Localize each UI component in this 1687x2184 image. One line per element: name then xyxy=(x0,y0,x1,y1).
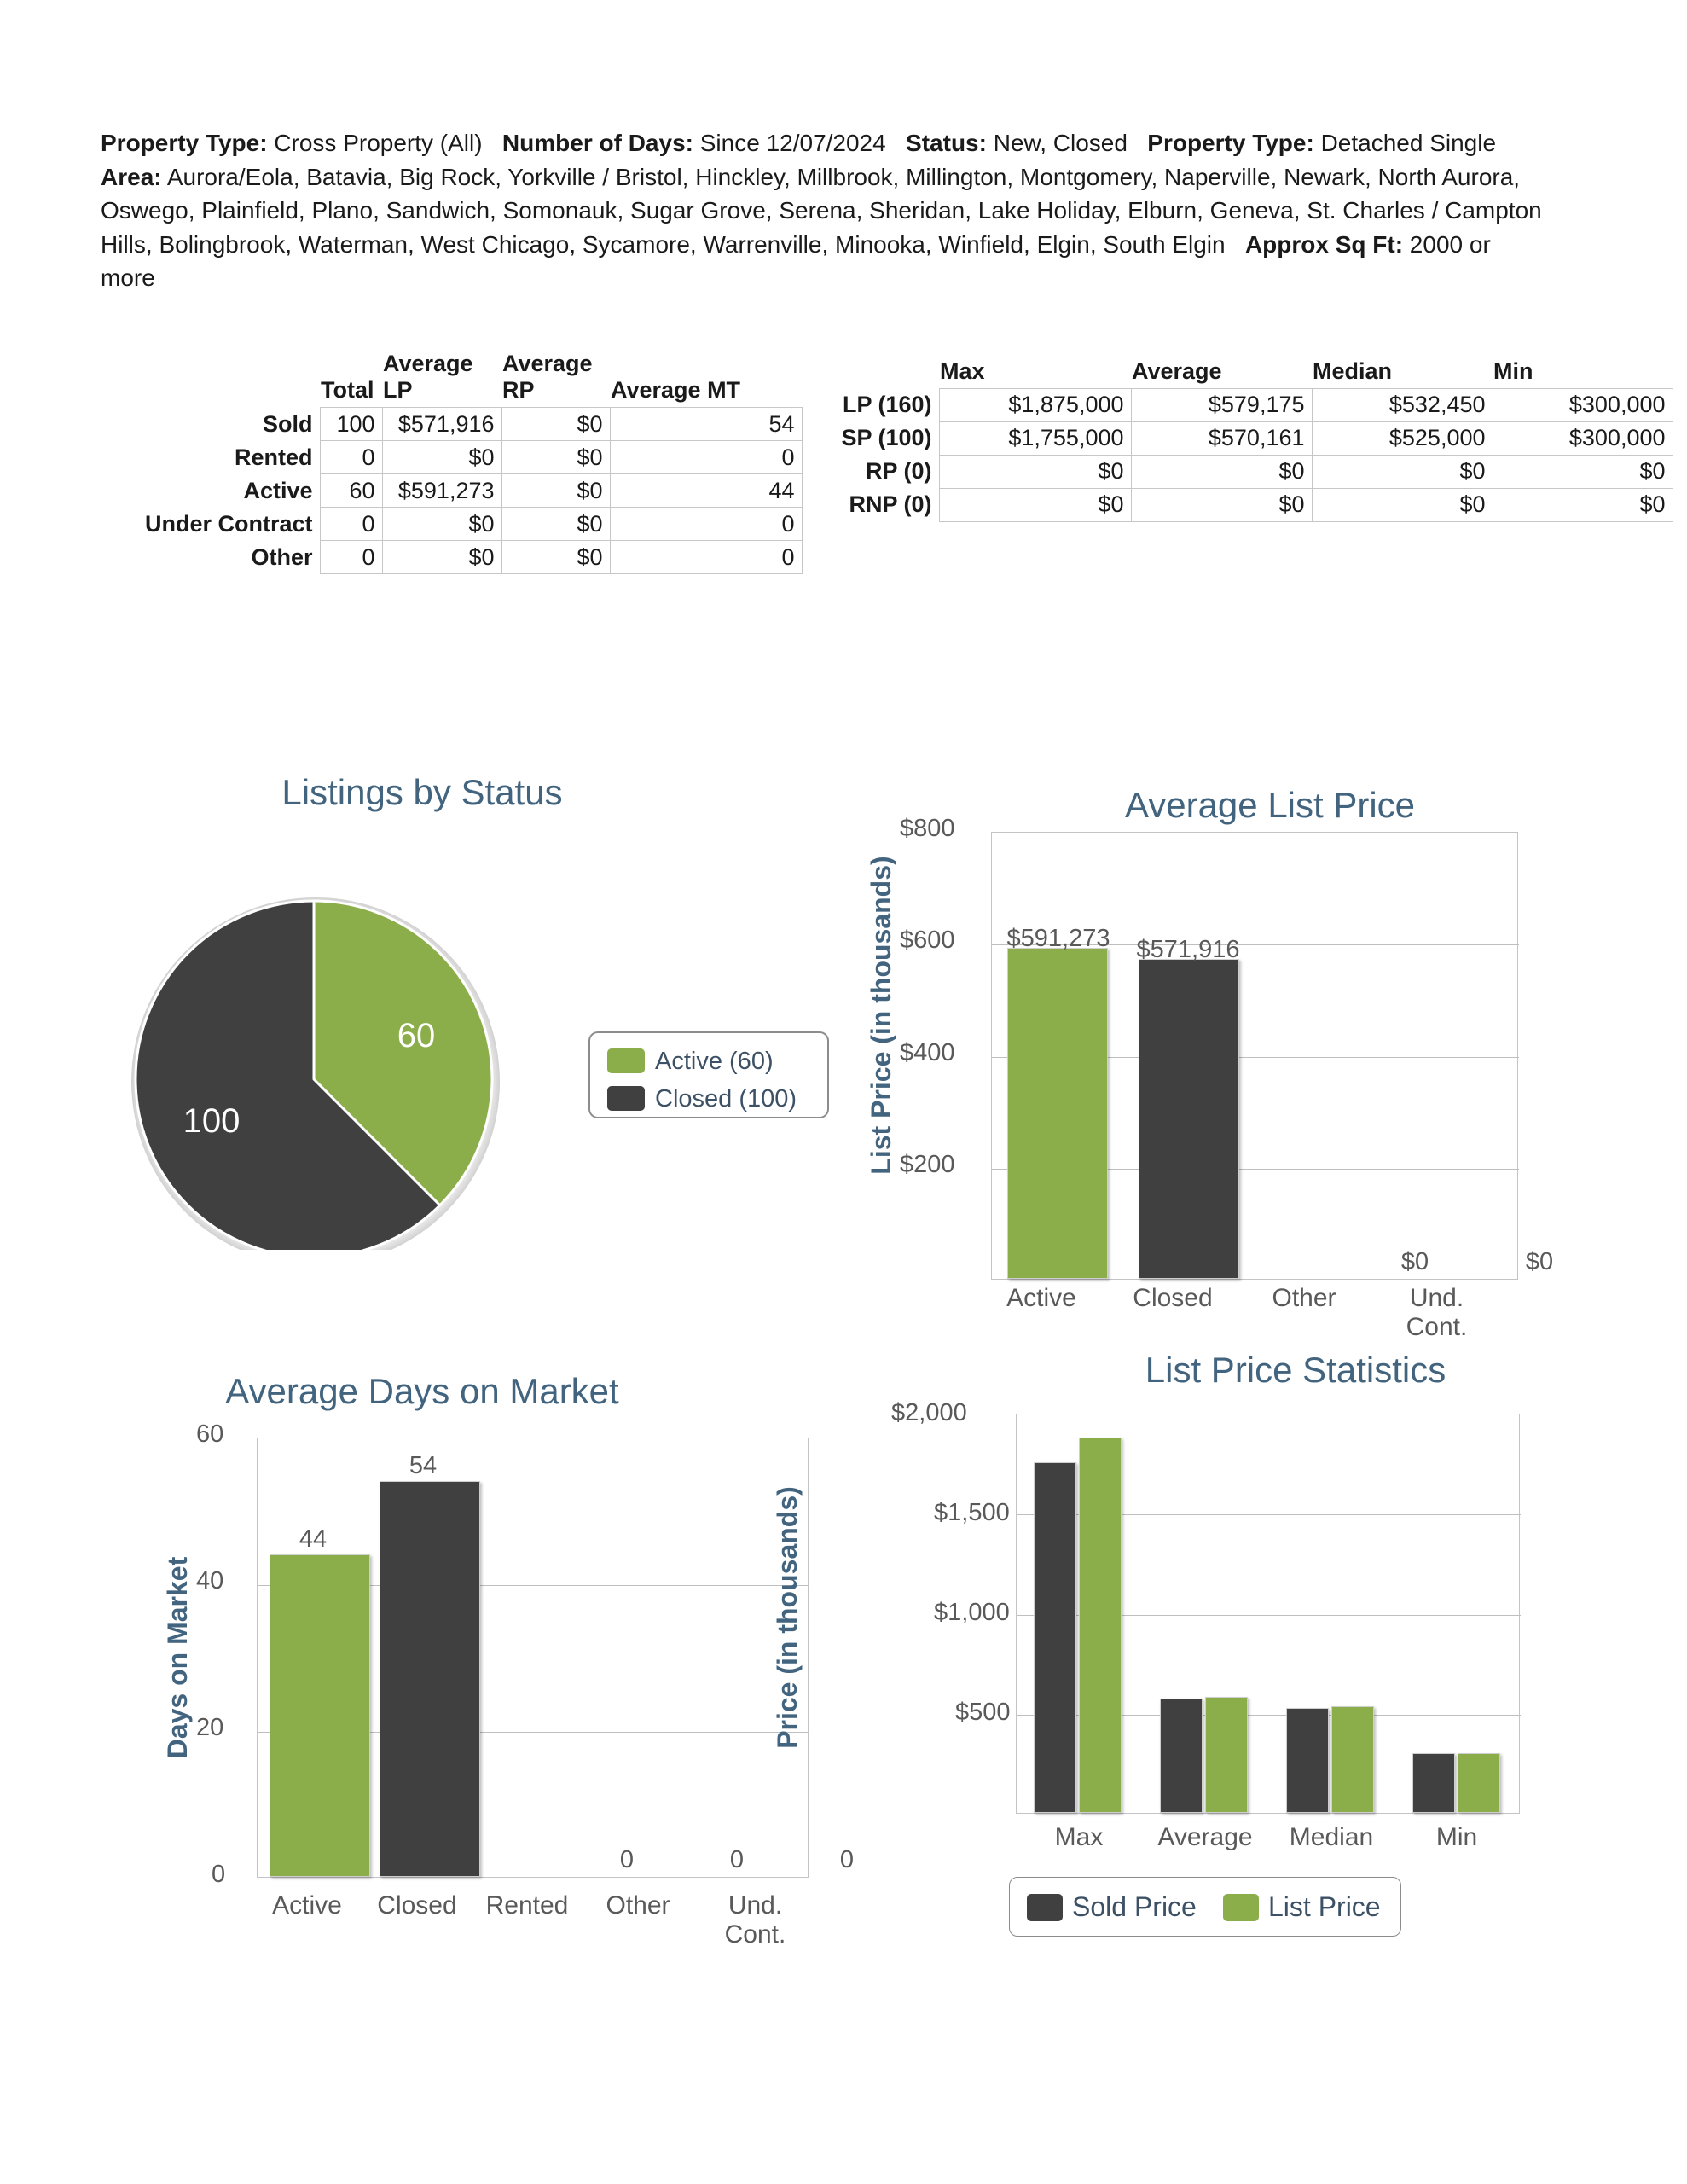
svg-text:60: 60 xyxy=(397,1017,436,1054)
svg-text:Active (60): Active (60) xyxy=(655,1048,774,1075)
svg-text:100: 100 xyxy=(183,1102,241,1140)
svg-text:Closed (100): Closed (100) xyxy=(655,1085,797,1112)
